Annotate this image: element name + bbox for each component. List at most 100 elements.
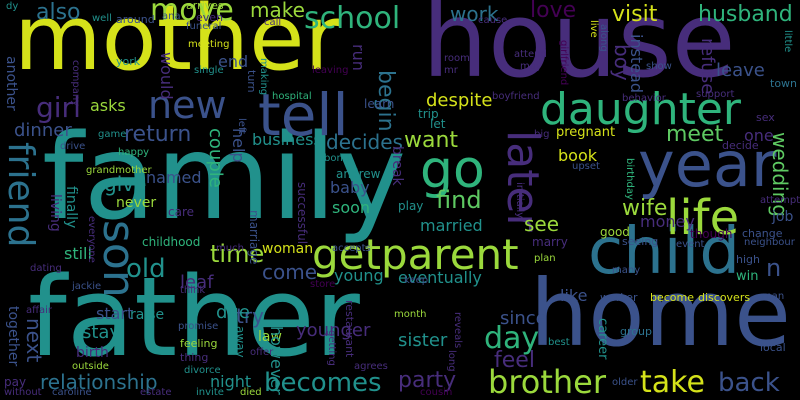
word-tell: tell [258, 81, 349, 149]
word-return: return [124, 122, 192, 147]
word-live: live [588, 20, 599, 38]
word-decides: decides [326, 130, 403, 154]
word-visit: visit [612, 2, 658, 27]
word-died: died [240, 387, 262, 398]
word-affair: affair [26, 305, 53, 316]
word-come: come [262, 260, 318, 284]
word-mr: mr [444, 65, 458, 76]
word-left: left [236, 118, 247, 135]
word-girl: girl [36, 91, 81, 124]
word-baby: baby [330, 178, 370, 197]
word-day: day [484, 321, 540, 356]
word-marry: marry [532, 235, 568, 249]
word-find: find [436, 186, 482, 214]
word-finally: finally [63, 186, 79, 229]
word-bond: bond [324, 153, 350, 164]
word-refuse: refuse [697, 38, 718, 95]
word-sex: sex [756, 111, 775, 124]
word-go: go [420, 140, 485, 200]
word-man: man [762, 291, 785, 302]
word-behavior: behavior [622, 93, 666, 104]
word-dating: dating [30, 263, 62, 274]
word-family: family [42, 108, 407, 246]
word-later: later [497, 130, 548, 232]
word-money: money [640, 212, 695, 231]
word-leaf: leaf [180, 272, 214, 293]
word-successful: successful [295, 182, 309, 245]
word-single: single [194, 65, 224, 76]
word-old: old [126, 254, 166, 284]
word-accepts: accepts [332, 243, 371, 254]
word-business: business [252, 130, 322, 149]
word-pay: pay [4, 375, 27, 389]
word-getting: getting [326, 330, 337, 366]
word-let: let [430, 117, 446, 131]
word-job: job [772, 209, 794, 225]
word-restaurant: restaurant [343, 300, 356, 358]
word-eventually: eventually [398, 268, 482, 287]
word-event: event [676, 239, 705, 250]
word-break: break [389, 146, 405, 186]
word-group: group [620, 325, 652, 338]
word-marriage: marriage [247, 210, 261, 265]
word-another: another [3, 56, 19, 111]
word-book: book [558, 146, 597, 165]
word-back: back [718, 368, 780, 398]
word-asks: asks [90, 96, 126, 115]
word-like: like [560, 286, 588, 305]
word-together: together [5, 306, 21, 367]
word-relationship: relationship [40, 370, 158, 394]
word-night: night [210, 372, 252, 391]
word-end: end [218, 52, 249, 71]
word-daughter: daughter [540, 84, 742, 135]
word-agrees: agrees [354, 361, 388, 372]
word-though: though [690, 227, 733, 241]
word-without: without [4, 387, 42, 398]
word-attempt: attempt [760, 195, 800, 206]
word-may: may [520, 61, 542, 72]
word-big: big [534, 129, 550, 140]
word-one: one [744, 126, 774, 145]
word-jackie: jackie [72, 281, 102, 292]
word-father: father [28, 253, 360, 381]
word-month: month [394, 309, 427, 320]
word-however: however [267, 326, 286, 395]
word-attend: attend [514, 49, 547, 60]
word-york: york [116, 55, 141, 68]
word-since: since [500, 308, 547, 329]
word-despite: despite [426, 90, 493, 111]
word-school: school [304, 1, 401, 36]
word-care: care [168, 205, 195, 219]
word-due: due [216, 302, 250, 323]
word-wedding: wedding [768, 132, 792, 217]
word-leaving: leaving [312, 65, 349, 76]
word-girlfriend: girlfriend [558, 40, 569, 86]
word-meeting: meeting [188, 39, 230, 50]
word-boyfriend: boyfriend [492, 91, 540, 102]
word-initially: initially [514, 182, 525, 219]
word-love: love [530, 0, 577, 23]
word-feeling: feeling [180, 337, 218, 350]
word-becomes: becomes [264, 368, 382, 398]
word-change: change [742, 227, 783, 240]
word-around: around [116, 13, 155, 26]
word-try: try [236, 304, 264, 328]
word-want: want [404, 128, 459, 153]
word-never: never [116, 195, 157, 211]
word-outside: outside [72, 361, 109, 372]
word-support: support [696, 89, 735, 100]
word-childhood: childhood [142, 235, 201, 249]
word-dinner: dinner [14, 120, 72, 141]
word-instead: instead [627, 34, 646, 93]
word-high: high [736, 253, 760, 266]
word-raise: raise [130, 307, 165, 323]
word-funeral: funeral [186, 21, 222, 32]
word-happy: happy [118, 147, 150, 158]
word-soon: soon [332, 198, 371, 217]
word-reveals: reveals [452, 312, 463, 349]
word-life: life [666, 190, 740, 246]
word-divorce: divorce [184, 365, 221, 376]
word-friend: friend [0, 142, 41, 248]
word-make: make [250, 0, 305, 22]
